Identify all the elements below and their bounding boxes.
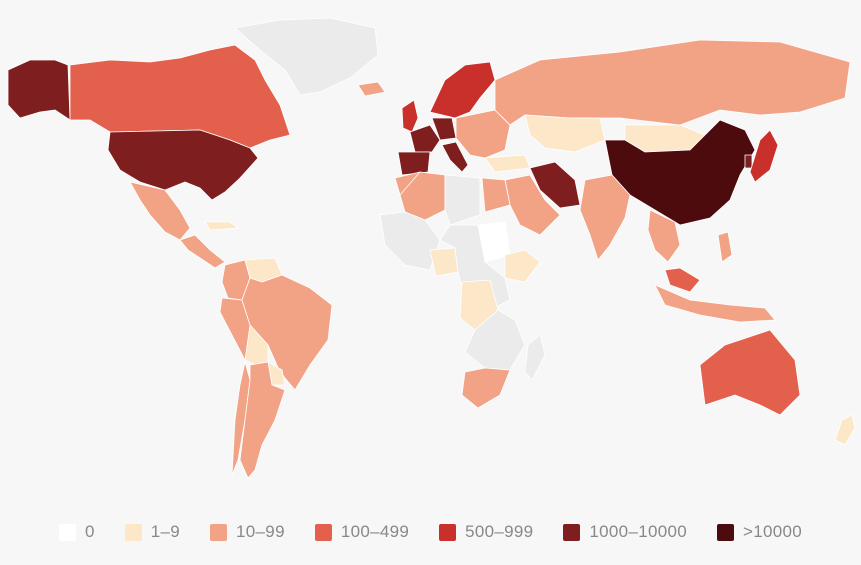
- legend-label: 0: [85, 522, 95, 541]
- region-iceland[interactable]: [357, 81, 386, 97]
- legend-swatch: [716, 523, 734, 541]
- choropleth-map: [7, 17, 856, 479]
- legend-swatch: [439, 523, 457, 541]
- legend-item[interactable]: 10–99: [210, 522, 285, 542]
- region-alaska[interactable]: [7, 59, 71, 121]
- region-west-africa[interactable]: [379, 211, 441, 271]
- region-nigeria[interactable]: [429, 247, 459, 277]
- legend-item[interactable]: 1–9: [124, 522, 181, 542]
- region-arabia[interactable]: [504, 174, 561, 236]
- legend-label: 1000–10000: [589, 522, 687, 541]
- region-egypt[interactable]: [481, 177, 511, 213]
- region-southern-africa[interactable]: [464, 309, 526, 371]
- region-mexico[interactable]: [129, 181, 191, 241]
- region-spain[interactable]: [397, 151, 431, 176]
- legend-item[interactable]: 1000–10000: [563, 522, 687, 542]
- region-iran[interactable]: [529, 161, 581, 209]
- region-greenland[interactable]: [234, 17, 379, 96]
- legend-item[interactable]: 500–999: [439, 522, 533, 542]
- region-italy[interactable]: [441, 141, 469, 173]
- region-kazakhstan[interactable]: [524, 114, 606, 153]
- region-sahara[interactable]: [444, 174, 481, 226]
- region-japan[interactable]: [749, 129, 779, 183]
- region-madagascar[interactable]: [524, 334, 546, 381]
- region-russia[interactable]: [494, 39, 851, 126]
- region-uk[interactable]: [401, 99, 419, 133]
- region-scandinavia[interactable]: [429, 61, 496, 119]
- world-map: [7, 17, 856, 479]
- region-indonesia[interactable]: [654, 284, 776, 323]
- legend: 0 1–9 10–99 100–499 500–999 1000–10000 >10000: [0, 515, 861, 549]
- legend-swatch: [314, 523, 332, 541]
- legend-label: 500–999: [465, 522, 534, 541]
- legend-item[interactable]: 100–499: [314, 522, 410, 542]
- legend-label: >10000: [742, 522, 802, 541]
- region-usa[interactable]: [107, 129, 259, 201]
- region-southeast-asia[interactable]: [647, 209, 681, 263]
- legend-item[interactable]: 0: [59, 522, 95, 542]
- region-argentina[interactable]: [239, 361, 286, 479]
- region-turkey[interactable]: [484, 154, 531, 173]
- region-ethiopia[interactable]: [504, 249, 541, 283]
- region-australia[interactable]: [699, 329, 801, 416]
- legend-swatch: [563, 523, 581, 541]
- region-south-korea[interactable]: [744, 154, 753, 169]
- legend-label: 100–499: [340, 522, 410, 541]
- region-canada[interactable]: [69, 44, 291, 149]
- region-france[interactable]: [409, 124, 441, 153]
- region-cuba[interactable]: [204, 221, 239, 231]
- legend-swatch: [124, 523, 142, 541]
- legend-label: 1–9: [150, 522, 181, 541]
- legend-label: 10–99: [236, 522, 285, 541]
- region-india[interactable]: [579, 174, 631, 261]
- region-south-africa[interactable]: [461, 367, 511, 409]
- legend-swatch: [210, 523, 228, 541]
- region-central-america[interactable]: [179, 234, 226, 269]
- legend-swatch: [59, 523, 77, 541]
- region-new-zealand[interactable]: [834, 414, 856, 446]
- region-malaysia[interactable]: [664, 267, 701, 293]
- region-philippines[interactable]: [717, 231, 733, 263]
- legend-item[interactable]: >10000: [716, 522, 802, 542]
